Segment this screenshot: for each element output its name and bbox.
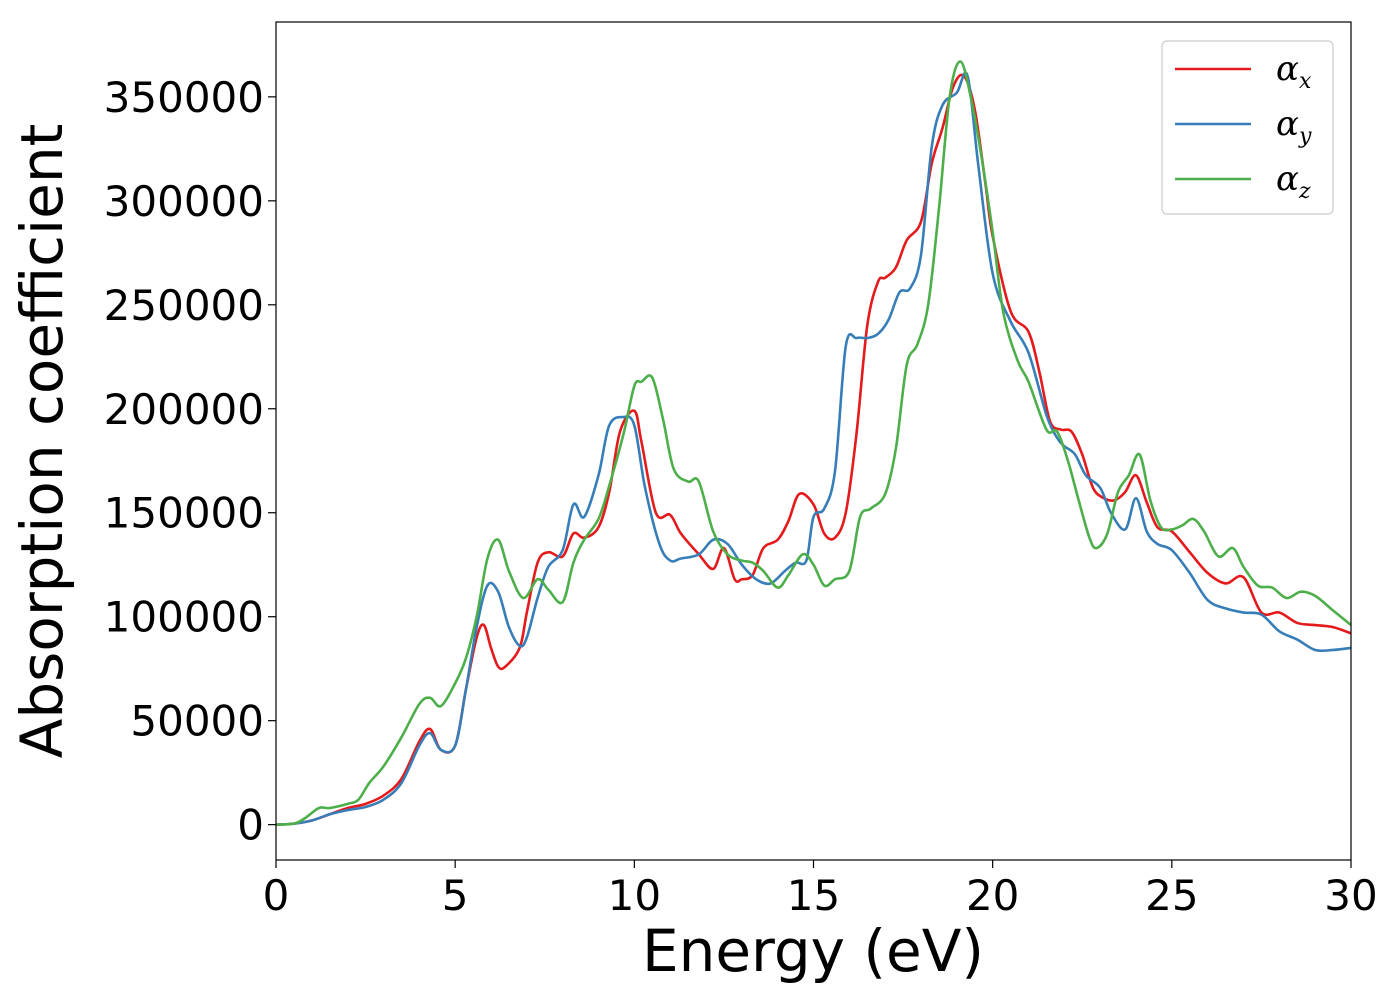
y-tick-label: 50000 [130,697,264,746]
x-tick-label: 15 [787,871,840,920]
y-tick-label: 250000 [104,281,264,330]
x-axis-label: Energy (eV) [642,917,984,985]
y-tick-label: 350000 [104,73,264,122]
x-axis: 0 5 10 15 20 25 30 [263,860,1378,920]
y-tick-label: 150000 [104,489,264,538]
x-tick-label: 0 [263,871,290,920]
x-tick-label: 25 [1145,871,1198,920]
series-layer [275,60,1352,826]
x-tick-label: 5 [442,871,469,920]
x-tick-label: 10 [608,871,661,920]
x-tick-label: 20 [966,871,1019,920]
y-tick-label: 200000 [104,385,264,434]
y-tick-label: 100000 [104,593,264,642]
y-axis: 0 50000 100000 150000 200000 250000 300000 3500… [104,73,276,850]
y-axis-label: Absorption coefficient [8,124,76,759]
legend-box [1161,40,1334,215]
x-tick-label: 30 [1324,871,1377,920]
series-line-x [275,73,1352,826]
series-line-y [275,71,1352,826]
y-tick-label: 300000 [104,177,264,226]
series-line-z [275,60,1352,826]
y-tick-label: 0 [237,801,264,850]
